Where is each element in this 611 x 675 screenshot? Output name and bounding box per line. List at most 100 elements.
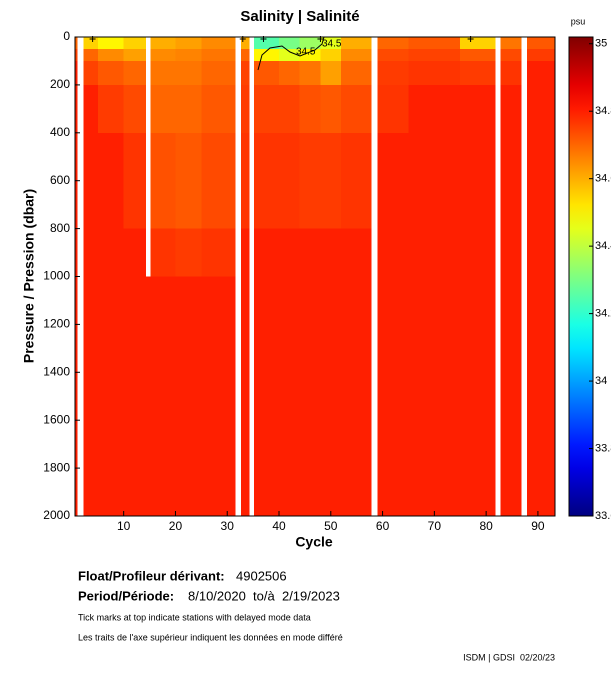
heat-cell (123, 276, 146, 517)
heat-cell (341, 48, 372, 62)
period-label: Period/Période: (78, 588, 174, 603)
y-tick-label: 200 (50, 77, 70, 91)
x-tick-label: 10 (117, 519, 131, 533)
heat-cell (175, 48, 202, 62)
contour-label: 34.5 (322, 39, 342, 50)
heat-cell (241, 37, 250, 50)
heat-cell (150, 60, 176, 86)
colorbar-tick-label: 34.2 (595, 308, 611, 320)
x-tick-label: 50 (324, 519, 338, 533)
heat-cell (83, 60, 99, 86)
colorbar-tick-label: 33.8 (595, 442, 611, 454)
heat-cell (320, 48, 342, 62)
heat-cell (377, 48, 409, 62)
heat-cell (341, 228, 372, 277)
heat-cell (123, 37, 146, 50)
heat-cell (500, 48, 522, 62)
heat-cell (341, 132, 372, 229)
contour-label: 34.5 (296, 47, 316, 58)
colorbar-label: psu (571, 16, 586, 26)
heat-cell (83, 132, 99, 229)
heat-cell (201, 132, 236, 229)
heat-cell (279, 228, 301, 277)
heat-cell (201, 48, 236, 62)
heat-cell (241, 132, 250, 229)
heat-cell (175, 60, 202, 86)
heat-cell (279, 60, 301, 86)
heat-cell (408, 84, 461, 134)
heat-cell (150, 228, 176, 277)
heat-cell (150, 276, 176, 517)
heat-cell (341, 84, 372, 134)
note-en: Tick marks at top indicate stations with… (78, 612, 311, 622)
heat-cell (377, 84, 409, 134)
heat-cell (254, 37, 280, 50)
heat-cell (299, 48, 321, 62)
heat-cell (175, 132, 202, 229)
heat-cell (460, 48, 496, 62)
x-axis-label: Cycle (295, 534, 333, 550)
heat-cell (201, 37, 236, 50)
heat-cell (299, 84, 321, 134)
heat-cell (97, 48, 125, 62)
heat-cell (254, 276, 280, 517)
heat-cell (75, 84, 78, 134)
float-id: 4902506 (236, 568, 287, 583)
y-tick-label: 2000 (43, 508, 70, 522)
x-tick-label: 30 (221, 519, 235, 533)
heat-cell (377, 60, 409, 86)
y-tick-label: 400 (50, 125, 70, 139)
heat-cell (83, 84, 99, 134)
delayed-mode-tick (89, 36, 96, 42)
heat-cell (460, 132, 496, 229)
x-tick-label: 60 (376, 519, 390, 533)
x-tick-label: 20 (169, 519, 183, 533)
heat-cell (150, 48, 176, 62)
heat-cell (279, 132, 301, 229)
heat-cell (460, 60, 496, 86)
float-label: Float/Profileur dérivant: (78, 568, 225, 583)
heat-cell (123, 84, 146, 134)
y-tick-label: 1400 (43, 364, 70, 378)
heat-cell (500, 228, 522, 277)
heat-cell (500, 276, 522, 517)
heat-cell (527, 132, 556, 229)
delayed-mode-tick (467, 36, 474, 42)
delayed-mode-tick (317, 36, 324, 42)
colorbar-tick-label: 34.4 (595, 240, 611, 252)
heat-cell (150, 132, 176, 229)
y-tick-label: 600 (50, 173, 70, 187)
heat-cell (408, 37, 461, 50)
colorbar-tick-label: 33.6 (595, 510, 611, 522)
heat-cell (527, 48, 556, 62)
heat-cell (83, 228, 99, 277)
heat-cell (527, 276, 556, 517)
y-tick-label: 1800 (43, 460, 70, 474)
heat-cell (201, 84, 236, 134)
heat-cell (527, 60, 556, 86)
heat-cell (279, 276, 301, 517)
colorbar-tick-label: 34.8 (595, 105, 611, 117)
y-tick-label: 1600 (43, 412, 70, 426)
x-tick-label: 90 (531, 519, 545, 533)
heat-cell (341, 276, 372, 517)
heat-cell (527, 37, 556, 50)
colorbar (568, 36, 594, 517)
heat-cell (150, 37, 176, 50)
note-fr: Les traits de l'axe supérieur indiquent … (78, 632, 343, 642)
heat-cell (254, 60, 280, 86)
heat-cell (320, 60, 342, 86)
heat-cell (83, 37, 99, 50)
x-tick-label: 80 (479, 519, 493, 533)
y-axis-label: Pressure / Pression (dbar) (21, 189, 37, 363)
heat-cell (97, 228, 125, 277)
heat-cell (408, 132, 461, 229)
heat-cell (460, 276, 496, 517)
heat-cell (527, 84, 556, 134)
heat-cell (408, 48, 461, 62)
heat-cell (299, 37, 321, 50)
heat-cell (97, 132, 125, 229)
colorbar-tick-label: 34.6 (595, 173, 611, 185)
heat-cell (123, 132, 146, 229)
heat-cell (97, 37, 125, 50)
